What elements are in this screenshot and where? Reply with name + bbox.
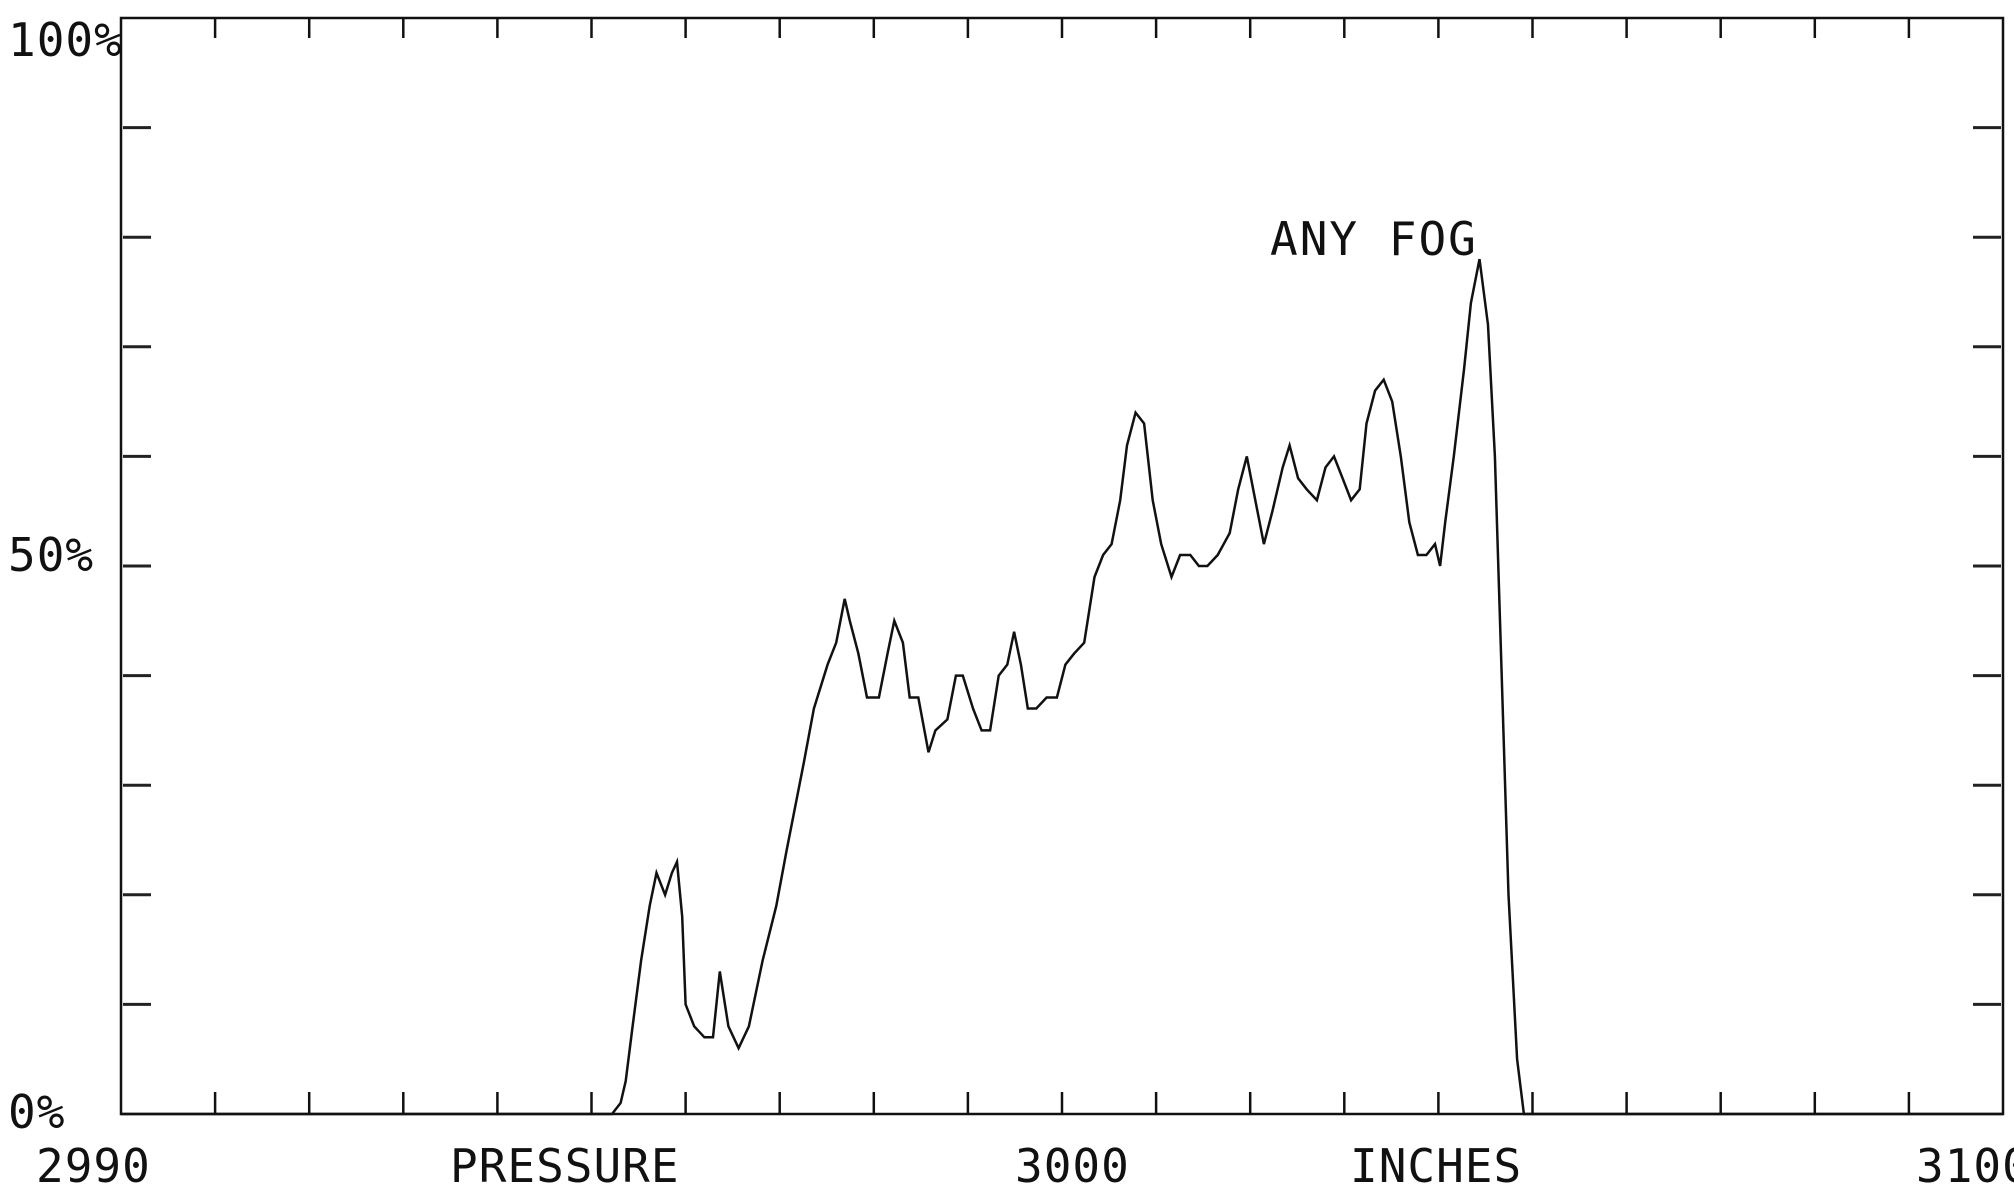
y-tick-label-50: 50% <box>8 528 94 582</box>
y-minor-ticks <box>123 126 2001 1006</box>
x-tick-label-2990: 2990 <box>36 1139 151 1192</box>
x-tick-label-3100: 3100 <box>1916 1139 2014 1192</box>
annotation-any-fog: ANY FOG <box>1270 212 1478 266</box>
x-axis-label-inches: INCHES <box>1350 1139 1522 1192</box>
y-tick-label-0: 0% <box>8 1085 65 1139</box>
x-axis-label-pressure: PRESSURE <box>450 1139 680 1192</box>
y-tick-label-100: 100% <box>8 13 123 67</box>
plot-frame <box>119 16 2005 1116</box>
axis-ticks <box>213 18 1911 1114</box>
x-tick-label-3000: 3000 <box>1015 1139 1130 1192</box>
series-line <box>121 258 2003 1116</box>
